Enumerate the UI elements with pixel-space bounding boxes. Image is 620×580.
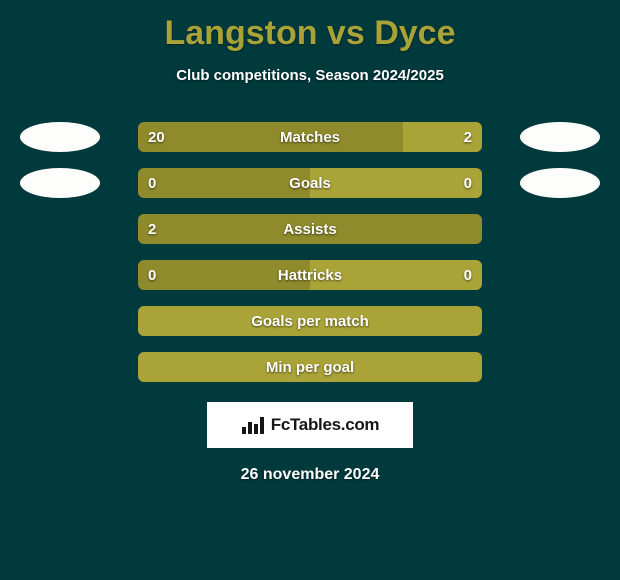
stat-row: Goals per match — [0, 298, 620, 344]
stat-bar: 2Assists — [138, 214, 482, 244]
stat-row: 00Goals — [0, 160, 620, 206]
player-portrait-left — [20, 168, 100, 198]
stat-bar: 202Matches — [138, 122, 482, 152]
stat-bar: 00Hattricks — [138, 260, 482, 290]
stat-bar: Goals per match — [138, 306, 482, 336]
stat-bar: 00Goals — [138, 168, 482, 198]
player-portrait-left — [20, 122, 100, 152]
bar-segment-left — [138, 352, 482, 382]
stat-row: 2Assists — [0, 206, 620, 252]
stat-row: Min per goal — [0, 344, 620, 390]
player-portrait-right — [520, 122, 600, 152]
bar-segment-right — [403, 122, 482, 152]
bar-segment-left — [138, 214, 482, 244]
bar-segment-left — [138, 260, 310, 290]
bar-segment-right — [310, 260, 482, 290]
logo-text: FcTables.com — [271, 415, 380, 435]
comparison-chart: 202Matches 00Goals 2Assists 00Hattricks Goal… — [0, 114, 620, 390]
chart-bars-icon — [241, 415, 265, 435]
date-label: 26 november 2024 — [0, 466, 620, 484]
stat-bar: Min per goal — [138, 352, 482, 382]
bar-segment-right — [310, 168, 482, 198]
player-portrait-right — [520, 168, 600, 198]
bar-segment-left — [138, 122, 403, 152]
bar-segment-left — [138, 306, 482, 336]
stat-row: 00Hattricks — [0, 252, 620, 298]
page-title: Langston vs Dyce — [0, 0, 620, 53]
site-logo: FcTables.com — [207, 402, 413, 448]
page-subtitle: Club competitions, Season 2024/2025 — [0, 67, 620, 84]
bar-segment-left — [138, 168, 310, 198]
stat-row: 202Matches — [0, 114, 620, 160]
